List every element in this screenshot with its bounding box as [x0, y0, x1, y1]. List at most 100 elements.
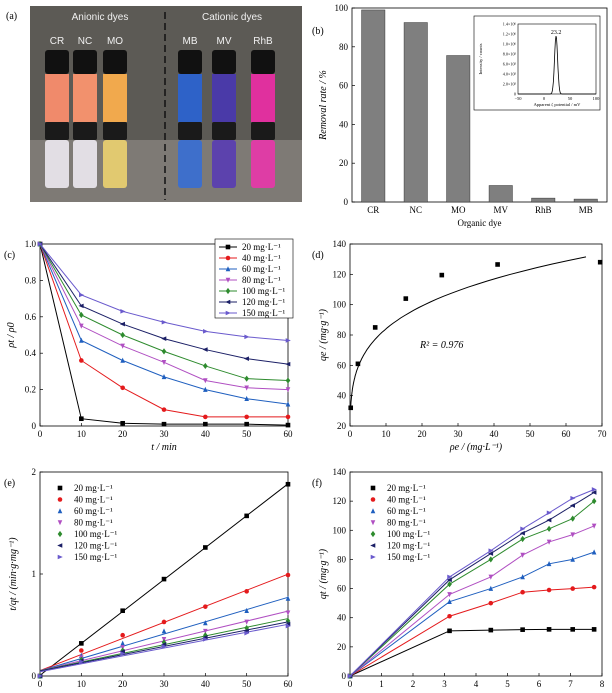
vial-cap	[45, 50, 69, 74]
vial-label-rhb: RhB	[253, 36, 273, 47]
marker-triangle	[161, 374, 167, 380]
marker-triangle-down	[244, 385, 249, 391]
marker-square	[439, 272, 445, 278]
marker-circle	[488, 600, 494, 606]
marker-square	[225, 244, 231, 250]
marker-triangle-left	[161, 642, 167, 647]
vial-cap	[103, 50, 127, 74]
marker-triangle	[447, 598, 452, 604]
chart-isotherm: 0 10 20 30 40 50 60 70 20 40 60 80 100 120 140 ρe / (mg…	[318, 239, 607, 453]
marker-triangle-right	[120, 309, 126, 314]
vial-solution-before	[73, 74, 97, 122]
bar-nc	[403, 22, 428, 203]
y-tick-label: 0	[344, 197, 349, 207]
x-tick-label: 2	[411, 679, 416, 689]
marker-triangle-right	[37, 673, 43, 679]
marker-square	[403, 296, 409, 301]
marker-triangle-right	[79, 659, 85, 665]
y-tick-label: 0.4	[25, 348, 37, 358]
marker-circle	[370, 497, 376, 502]
panel-letter-d: (d)	[312, 250, 324, 261]
marker-triangle-down	[570, 532, 576, 538]
x-tick-label: 60	[562, 429, 572, 439]
x-tick-label: 10	[77, 429, 87, 439]
vial-label-cr: CR	[50, 36, 64, 47]
y-tick-label: 80	[339, 42, 349, 52]
marker-triangle-left	[202, 634, 208, 640]
marker-square	[372, 325, 378, 330]
legend-label: 80 mg·L⁻¹	[387, 518, 426, 528]
vial-cap	[45, 122, 69, 140]
y-tick-label: 0	[32, 421, 37, 431]
marker-triangle	[285, 401, 291, 407]
dye-vials-photo: Anionic dyes Cationic dyes CR NC MO MB MV RhB	[30, 6, 302, 202]
vial-cap	[103, 122, 127, 140]
bar-cr	[361, 9, 386, 203]
y-tick-label: 100	[333, 525, 347, 535]
marker-square	[447, 628, 452, 634]
marker-triangle-left	[591, 490, 597, 495]
marker-triangle	[244, 607, 249, 614]
marker-triangle-right	[370, 554, 376, 560]
vial-cap	[73, 122, 97, 140]
y-tick-label: 20	[337, 642, 347, 652]
inset-y-tick-label: 8.0×10⁵	[503, 52, 517, 57]
marker-triangle	[285, 595, 291, 601]
vial-solution-after	[251, 140, 275, 188]
panel-letter-e: (e)	[4, 478, 15, 489]
panel-letter-a: (a)	[6, 11, 17, 22]
legend-label: 150 mg·L⁻¹	[387, 552, 430, 562]
marker-triangle-right	[285, 623, 291, 629]
marker-triangle-left	[370, 543, 376, 548]
marker-triangle-down	[161, 360, 167, 366]
marker-triangle-down	[520, 552, 525, 558]
marker-triangle-left	[488, 551, 494, 556]
marker-triangle-left	[243, 356, 249, 361]
marker-triangle-down	[120, 343, 125, 349]
marker-triangle-left	[285, 361, 291, 367]
inset-plot-frame	[517, 23, 597, 95]
x-tick-label: 30	[160, 679, 170, 689]
y-tick-label: 0.8	[25, 275, 37, 285]
vial-label-mo: MO	[107, 36, 123, 47]
y-axis-title: Removal rate / %	[318, 70, 329, 141]
marker-diamond	[570, 515, 576, 522]
marker-triangle-right	[120, 651, 126, 656]
marker-triangle-right	[37, 241, 43, 247]
marker-diamond	[370, 530, 376, 538]
legend-label: 40 mg·L⁻¹	[74, 495, 113, 505]
x-tick-label: 60	[284, 429, 294, 439]
x-tick-label: 50	[526, 429, 536, 439]
marker-diamond	[79, 311, 84, 319]
x-tick-label: 40	[490, 429, 500, 439]
y-tick-label: 40	[337, 613, 347, 623]
x-tick-label: MV	[493, 205, 508, 215]
vial-label-mb: MB	[183, 36, 198, 47]
vial-cap	[251, 122, 275, 140]
marker-triangle-left	[225, 299, 231, 305]
x-tick-label: 4	[474, 679, 479, 689]
chart-removal-rate: 0 20 40 60 80 100 Removal rate / % CR NC MO MV RhB M…	[318, 3, 608, 228]
y-tick-label: 20	[337, 421, 347, 431]
y-tick-label: 40	[337, 391, 347, 401]
marker-circle	[244, 414, 249, 420]
cationic-dyes-label: Cationic dyes	[202, 12, 262, 23]
marker-square	[370, 485, 376, 491]
y-axis-title: qe / (mg·g⁻¹)	[318, 308, 329, 361]
inset-y-tick-label: 1.0×10⁶	[503, 42, 517, 47]
series-line	[349, 586, 595, 677]
marker-square	[285, 422, 291, 428]
inset-y-tick-label: 1.4×10⁶	[503, 22, 517, 27]
marker-triangle-left	[202, 347, 208, 352]
vial-cap	[251, 50, 275, 74]
marker-triangle-down	[488, 574, 494, 580]
marker-triangle	[225, 266, 231, 272]
marker-triangle-right	[285, 338, 291, 343]
vial-cap	[73, 50, 97, 74]
marker-triangle	[161, 628, 167, 634]
y-tick-label: 1	[32, 569, 37, 579]
marker-circle	[447, 613, 452, 619]
x-tick-label: CR	[367, 205, 379, 215]
marker-triangle-right	[447, 574, 453, 580]
